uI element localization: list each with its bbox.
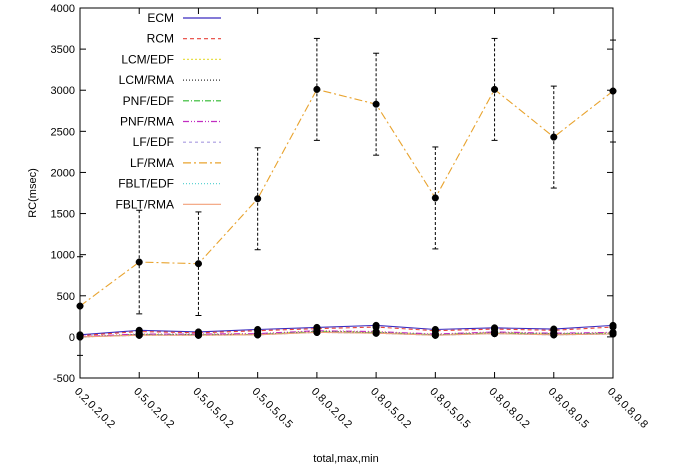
data-point <box>135 258 143 266</box>
y-tick-label: 0 <box>69 332 75 344</box>
data-point <box>135 331 143 339</box>
data-point <box>609 330 617 338</box>
data-point <box>313 85 321 93</box>
x-tick-label: 0.2,0.2,0.2 <box>72 386 117 431</box>
data-point <box>550 133 558 141</box>
x-tick-label: 0.8,0.8,0.8 <box>605 386 650 431</box>
data-point <box>550 331 558 339</box>
y-tick-label: 2000 <box>51 167 75 179</box>
x-tick-label: 0.8,0.5,0.2 <box>368 386 413 431</box>
y-tick-label: 500 <box>57 291 75 303</box>
x-tick-label: 0.5,0.2,0.2 <box>131 386 176 431</box>
series-fblt-rma <box>76 328 617 341</box>
legend: ECM RCM LCM/EDF LCM/RMA PNF/EDF PNF/RMA LF/EDF… <box>116 11 221 211</box>
legend-label: PNF/EDF <box>123 94 174 108</box>
series-line <box>79 88 614 307</box>
y-axis-title: RC(msec) <box>27 168 39 218</box>
data-point <box>372 329 380 337</box>
legend-label: PNF/RMA <box>120 115 174 129</box>
series-lf-rma <box>76 37 617 356</box>
y-tick-label: -500 <box>53 373 75 385</box>
legend-label: LCM/EDF <box>121 52 174 66</box>
series-line <box>79 330 614 338</box>
data-point <box>254 195 262 203</box>
legend-label: LF/RMA <box>130 156 174 170</box>
legend-label: LCM/RMA <box>119 73 174 87</box>
x-tick-label: 0.5,0.5,0.5 <box>250 386 295 431</box>
legend-label: LF/EDF <box>133 135 174 149</box>
x-axis-title: total,max,min <box>313 453 378 465</box>
series-line <box>79 326 614 337</box>
series-layer <box>76 37 617 356</box>
x-tick-label: 0.8,0.8,0.5 <box>546 386 591 431</box>
y-tick-label: 2500 <box>51 126 75 138</box>
y-tick-label: 4000 <box>51 3 75 15</box>
y-tick-label: 3500 <box>51 44 75 56</box>
legend-label: ECM <box>147 11 174 25</box>
y-axis: -500 0 500 1000 1500 2000 2500 3000 3500 4000 <box>51 3 613 385</box>
y-tick-label: 1000 <box>51 250 75 262</box>
legend-label: FBLT/EDF <box>118 177 174 191</box>
data-point <box>254 331 262 339</box>
legend-label: RCM <box>147 32 174 46</box>
legend-label: FBLT/RMA <box>116 197 174 211</box>
data-point <box>313 328 321 336</box>
series-line <box>79 331 614 338</box>
data-point <box>372 100 380 108</box>
x-tick-label: 0.5,0.5,0.2 <box>190 386 235 431</box>
plot-area-frame <box>79 7 614 379</box>
data-point <box>194 331 202 339</box>
data-point <box>194 260 202 268</box>
data-point <box>609 87 617 95</box>
y-tick-label: 3000 <box>51 85 75 97</box>
data-point <box>431 194 439 202</box>
x-tick-label: 0.8,0.8,0.2 <box>486 386 531 431</box>
series-line <box>79 324 614 336</box>
data-point <box>431 331 439 339</box>
x-tick-label: 0.8,0.2,0.2 <box>309 386 354 431</box>
data-point <box>491 85 499 93</box>
x-axis: 0.2,0.2,0.2 0.5,0.2,0.2 0.5,0.5,0.2 0.5,0.5… <box>72 8 650 431</box>
x-tick-label: 0.8,0.5,0.5 <box>427 386 472 431</box>
y-tick-label: 1500 <box>51 209 75 221</box>
data-point <box>76 302 84 310</box>
data-point <box>491 330 499 338</box>
